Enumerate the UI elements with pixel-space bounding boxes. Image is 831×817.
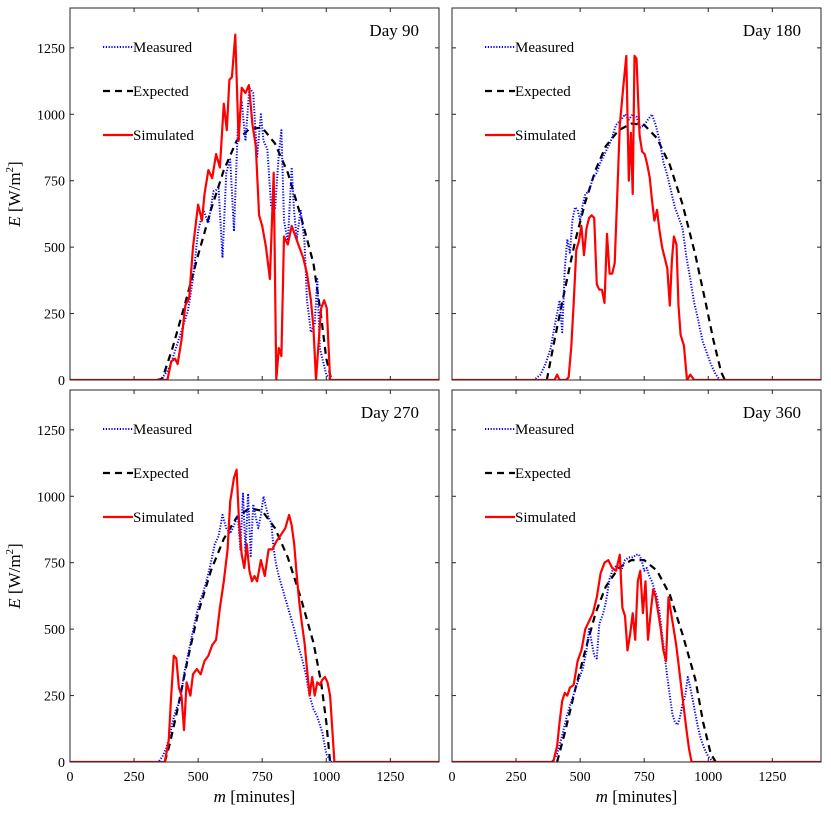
legend-label-simulated: Simulated [515, 510, 576, 526]
x-axis-label: m [minutes] [214, 787, 296, 806]
y-axis-label-unit: [W/m [5, 172, 24, 216]
x-tick-label: 1250 [758, 770, 786, 785]
y-axis-label: E [W/m2] [4, 543, 24, 609]
legend-item-simulated: Simulated [103, 128, 194, 144]
y-axis-label: E [W/m2] [4, 161, 24, 227]
axes-frame [451, 389, 822, 763]
axes-frame [451, 7, 822, 381]
legend-label-expected: Expected [133, 84, 189, 100]
legend-item-measured: Measured [485, 422, 575, 438]
legend-label-expected: Expected [515, 466, 571, 482]
legend-item-expected: Expected [485, 84, 571, 100]
panel-1: 0 250 500 750 1000 1250 Day 90 Measured Expected… [4, 7, 440, 389]
legend: Measured Expected Simulated [485, 422, 576, 526]
y-axis-label-var: E [5, 598, 24, 610]
y-tick-label: 1000 [37, 108, 65, 123]
legend-label-expected: Expected [133, 466, 189, 482]
y-tick-label: 750 [44, 175, 65, 190]
y-axis-label-superscript: 2 [4, 549, 16, 555]
y-tick-label: 500 [44, 241, 65, 256]
x-tick-label: 750 [252, 770, 273, 785]
y-tick-label: 1250 [37, 42, 65, 57]
series-expected-line [156, 126, 333, 380]
y-tick-label: 1000 [37, 490, 65, 505]
legend-label-simulated: Simulated [515, 128, 576, 144]
panel-title: Day 180 [743, 21, 801, 40]
x-axis-label-unit: [minutes] [226, 787, 295, 806]
series-measured-line [70, 492, 439, 762]
x-tick-label: 250 [124, 770, 145, 785]
x-tick-label: 250 [506, 770, 527, 785]
x-tick-label: 500 [570, 770, 591, 785]
legend-label-measured: Measured [515, 40, 575, 56]
series-simulated-line [452, 54, 821, 380]
series-expected-line [545, 122, 726, 380]
y-axis-label-superscript: 2 [4, 167, 16, 173]
legend-item-expected: Expected [103, 466, 189, 482]
series-simulated-line [70, 468, 439, 762]
y-tick-label: 500 [44, 623, 65, 638]
y-tick-label: 0 [58, 756, 65, 771]
panel-2: Day 180 Measured Expected Simulated [451, 7, 822, 381]
y-tick-label: 1250 [37, 424, 65, 439]
panel-title: Day 270 [361, 403, 419, 422]
x-axis-label-unit: [minutes] [608, 787, 677, 806]
y-tick-label: 250 [44, 308, 65, 323]
x-tick-label: 1000 [312, 770, 340, 785]
legend-label-expected: Expected [515, 84, 571, 100]
legend-item-simulated: Simulated [103, 510, 194, 526]
legend: Measured Expected Simulated [485, 40, 576, 144]
x-axis-label-var: m [596, 787, 608, 806]
y-tick-label: 750 [44, 557, 65, 572]
panel-title: Day 360 [743, 403, 801, 422]
legend-item-measured: Measured [103, 40, 193, 56]
x-tick-label: 0 [449, 770, 456, 785]
legend-item-measured: Measured [485, 40, 575, 56]
series-measured-line [70, 86, 439, 380]
axes-frame [69, 389, 440, 763]
legend: Measured Expected Simulated [103, 422, 194, 526]
legend-label-measured: Measured [515, 422, 575, 438]
y-axis-label-unit: [W/m [5, 554, 24, 598]
x-axis-label-var: m [214, 787, 226, 806]
y-tick-label: 250 [44, 690, 65, 705]
legend-label-simulated: Simulated [133, 128, 194, 144]
series-simulated-line [70, 33, 439, 380]
y-axis-label-close: ] [5, 161, 24, 167]
x-tick-label: 1250 [376, 770, 404, 785]
series-measured-line [452, 553, 821, 762]
y-tick-label: 0 [58, 374, 65, 389]
x-tick-label: 500 [188, 770, 209, 785]
x-tick-label: 0 [67, 770, 74, 785]
legend: Measured Expected Simulated [103, 40, 194, 144]
legend-item-simulated: Simulated [485, 510, 576, 526]
legend-label-measured: Measured [133, 40, 193, 56]
y-axis-label-var: E [5, 216, 24, 228]
legend-item-simulated: Simulated [485, 128, 576, 144]
legend-item-measured: Measured [103, 422, 193, 438]
panel-title: Day 90 [369, 21, 419, 40]
legend-label-simulated: Simulated [133, 510, 194, 526]
panel-4: 0 250 500 750 1000 1250 Day 360 Measured Expecte… [449, 389, 822, 806]
panel-3: 0 250 500 750 1000 1250 0 250 500 750 1000 1250 Day … [4, 389, 440, 806]
series-expected-line [556, 559, 717, 762]
legend-item-expected: Expected [103, 84, 189, 100]
x-tick-label: 1000 [694, 770, 722, 785]
series-measured-line [452, 113, 821, 380]
x-axis-label: m [minutes] [596, 787, 678, 806]
series-simulated-line [452, 553, 821, 762]
y-axis-label-close: ] [5, 543, 24, 549]
x-tick-label: 750 [634, 770, 655, 785]
legend-item-expected: Expected [485, 466, 571, 482]
legend-label-measured: Measured [133, 422, 193, 438]
axes-frame [69, 7, 440, 381]
